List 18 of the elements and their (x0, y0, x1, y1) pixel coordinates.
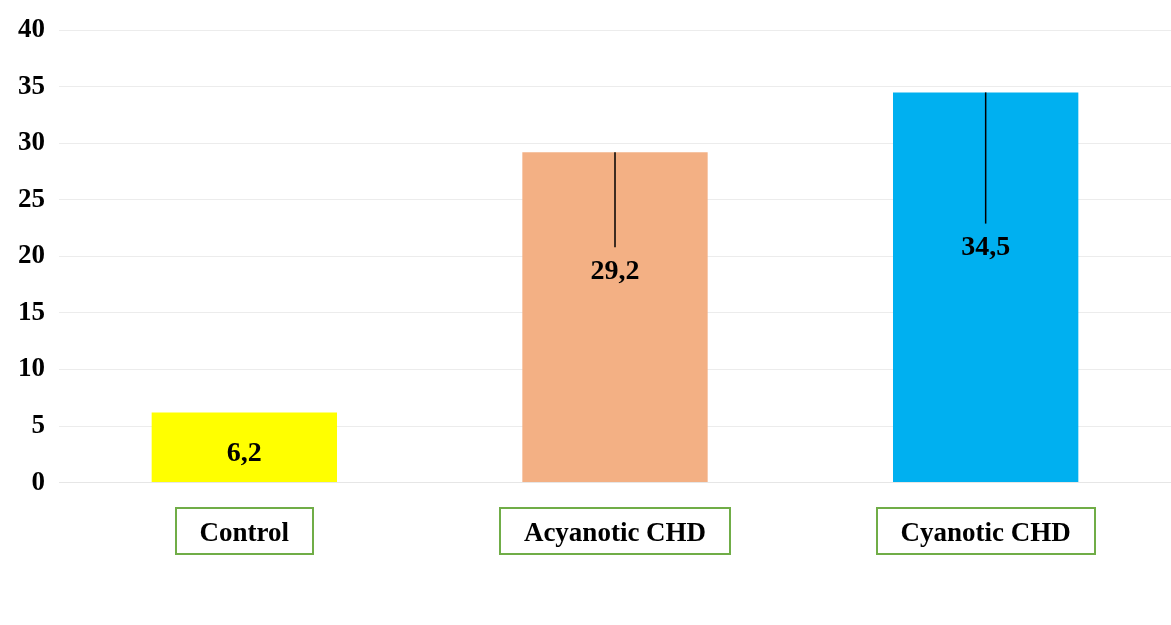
y-tick-label: 10 (18, 352, 45, 383)
y-tick-label: 0 (31, 465, 45, 496)
bar (151, 412, 337, 483)
y-tick-label: 40 (18, 13, 45, 44)
y-tick-label: 5 (31, 409, 45, 440)
y-tick-label: 15 (18, 295, 45, 326)
x-tick-label: Control (199, 516, 290, 547)
y-tick-label: 20 (18, 239, 45, 270)
x-tick-label: Cyanotic CHD (900, 516, 1071, 547)
bar (893, 92, 1079, 483)
y-tick-label: 35 (18, 69, 45, 100)
x-tick-label: Acyanotic CHD (523, 516, 707, 547)
data-label: 6,2 (226, 436, 262, 468)
data-label: 34,5 (961, 229, 1011, 261)
data-label: 29,2 (590, 253, 640, 285)
bar (522, 152, 708, 483)
y-tick-label: 25 (18, 182, 45, 213)
y-tick-label: 30 (18, 126, 45, 157)
